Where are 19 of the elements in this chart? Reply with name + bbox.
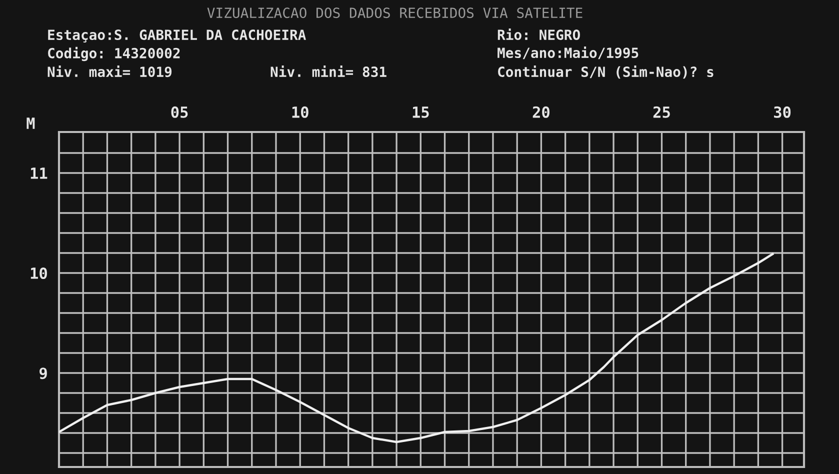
- y-tick-label: 9: [40, 368, 47, 380]
- text: Niv. maxi= 1019: [48, 66, 172, 78]
- x-tick-label: 05: [171, 106, 188, 118]
- text: Continuar S/N (Sim-Nao)? s: [498, 66, 714, 79]
- y-axis-title: M: [26, 118, 35, 129]
- x-tick-label: 25: [653, 106, 670, 118]
- x-tick-label: 15: [412, 106, 429, 118]
- text: Codigo: 14320002: [48, 46, 180, 62]
- y-tick-label: 10: [30, 267, 47, 280]
- text: Mes/ano:Maio/1995: [498, 46, 638, 60]
- text: Estaçao:S. GABRIEL DA CACHOEIRA: [48, 30, 306, 43]
- y-tick-label: 11: [30, 168, 48, 179]
- chart-title: VIZUALIZACAO DOS DADOS RECEBIDOS VIA SATELITE: [207, 8, 582, 18]
- line-series: [59, 252, 774, 444]
- text: Niv. mini= 831: [270, 66, 386, 78]
- text: Rio: NEGRO: [498, 28, 580, 40]
- x-tick-label: 20: [532, 106, 550, 118]
- x-tick-label: 10: [292, 106, 308, 118]
- x-tick-label: 30: [774, 106, 791, 118]
